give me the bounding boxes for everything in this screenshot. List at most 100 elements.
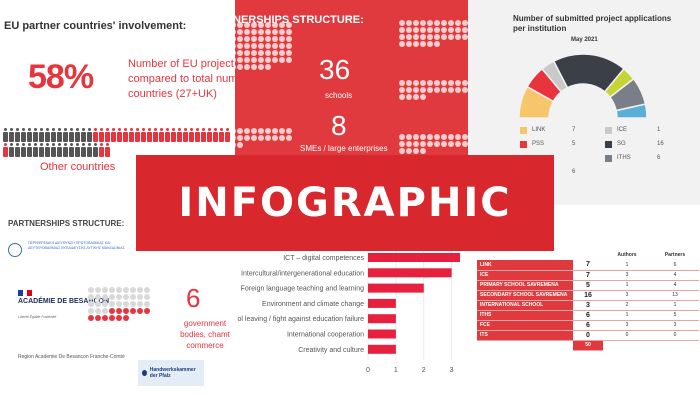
person-icon xyxy=(87,143,92,157)
dot-icon xyxy=(237,135,243,141)
dot-icon xyxy=(455,134,461,140)
dot-icon xyxy=(251,57,257,63)
dot-icon xyxy=(462,27,468,33)
dot-icon xyxy=(265,128,271,134)
dot-icon xyxy=(455,27,461,33)
dot-icon xyxy=(413,141,419,147)
dot-icon xyxy=(399,141,405,147)
count-cell: 0 xyxy=(573,330,603,341)
dot-icon xyxy=(420,134,426,140)
person-icon xyxy=(93,143,98,157)
dot-icon xyxy=(258,29,264,35)
person-icon xyxy=(87,128,92,142)
person-icon xyxy=(225,128,230,142)
bar xyxy=(368,268,452,278)
dot-icon xyxy=(413,87,419,93)
dot-icon xyxy=(265,36,271,42)
dot-icon xyxy=(441,34,447,40)
dot-icon xyxy=(455,80,461,86)
dot-icon xyxy=(434,41,440,47)
legend-name: SG xyxy=(617,141,626,147)
dot-icon xyxy=(244,36,250,42)
dot-icon xyxy=(251,50,257,56)
dot-icon xyxy=(420,148,426,154)
dot-icon xyxy=(279,128,285,134)
category-label: Intercultural/intergenerational educatio… xyxy=(241,270,364,277)
dot-icon xyxy=(237,142,243,148)
dot-icon xyxy=(462,134,468,140)
partners-cell: 4 xyxy=(651,280,699,291)
dot-icon xyxy=(427,41,433,47)
dot-icon xyxy=(235,22,236,28)
dot-icon xyxy=(130,308,136,314)
person-icon xyxy=(27,143,32,157)
dot-icon xyxy=(251,43,257,49)
table-row: ICE 7 3 4 xyxy=(477,270,699,281)
dot-icon xyxy=(88,308,94,314)
person-icon xyxy=(3,143,8,157)
dot-icon xyxy=(462,20,468,26)
authors-header: Authors xyxy=(617,252,637,258)
legend-name: PSS xyxy=(532,141,545,147)
dot-icon xyxy=(434,87,440,93)
dot-icon xyxy=(286,57,292,63)
person-icon xyxy=(63,128,68,142)
table-total-row: 50 xyxy=(477,340,699,351)
dot-icon xyxy=(420,20,426,26)
panel-title: PARTNERSHIPS STRUCTURE: xyxy=(8,219,125,228)
table-row: INTERNATIONAL SCHOOL 3 2 1 xyxy=(477,300,699,311)
dot-icon xyxy=(102,315,108,321)
dot-icon xyxy=(137,287,143,293)
applications-table: Authors Partners LINK 7 1 6 ICE 7 3 4 PRIMARY SC… xyxy=(477,250,699,351)
dot-icon xyxy=(88,301,94,307)
person-icon xyxy=(123,128,128,142)
dot-icon xyxy=(434,20,440,26)
person-icon xyxy=(171,128,176,142)
person-icon xyxy=(9,128,14,142)
dot-icon xyxy=(441,80,447,86)
greek-logo-text: ΠΕΡΙΦΕΡΕΙΑΚΗ ΔΙΕΥΘΥΝΣΗ ΠΡΩΤΟΒΑΘΜΙΑΣ ΚΑΙ … xyxy=(28,241,125,250)
dot-icon xyxy=(462,80,468,86)
dot-icon xyxy=(427,87,433,93)
dot-icon xyxy=(258,128,264,134)
dot-icon xyxy=(406,87,412,93)
topics-bar-chart: 0 1 2 3 ICT – digital competences Intercultur… xyxy=(238,247,460,374)
dot-icon xyxy=(265,135,271,141)
dot-grid-top xyxy=(399,20,468,47)
authors-cell: 3 xyxy=(603,270,651,281)
dot-icon xyxy=(279,57,285,63)
dot-icon xyxy=(244,50,250,56)
schools-count: 36 xyxy=(319,54,351,85)
dot-icon xyxy=(413,20,419,26)
dot-icon xyxy=(88,287,94,293)
dot-icon xyxy=(448,134,454,140)
institution-cell: ITS xyxy=(477,330,573,341)
dot-icon xyxy=(434,141,440,147)
count-cell: 6 xyxy=(573,310,603,321)
legend-item: LINK 7 xyxy=(520,126,605,134)
dot-icon xyxy=(137,301,143,307)
dot-icon xyxy=(237,29,243,35)
dot-icon xyxy=(109,287,115,293)
authors-cell: 3 xyxy=(603,290,651,301)
dot-icon xyxy=(144,301,150,307)
dot-icon xyxy=(286,29,292,35)
dot-icon xyxy=(244,22,250,28)
person-icon xyxy=(45,143,50,157)
smes-count: 8 xyxy=(331,110,347,141)
dot-icon xyxy=(258,22,264,28)
dot-icon xyxy=(441,134,447,140)
dot-icon xyxy=(441,87,447,93)
dot-icon xyxy=(123,308,129,314)
dot-icon xyxy=(235,128,236,134)
dot-icon xyxy=(258,50,264,56)
count-cell: 16 xyxy=(573,290,603,301)
dot-icon xyxy=(235,29,236,35)
person-icon xyxy=(93,128,98,142)
x-tick-label: 3 xyxy=(450,367,454,374)
handwerkskammer-icon xyxy=(142,370,147,376)
dot-icon xyxy=(413,41,419,47)
dot-icon xyxy=(116,301,122,307)
person-icon xyxy=(129,128,134,142)
dot-icon xyxy=(123,301,129,307)
